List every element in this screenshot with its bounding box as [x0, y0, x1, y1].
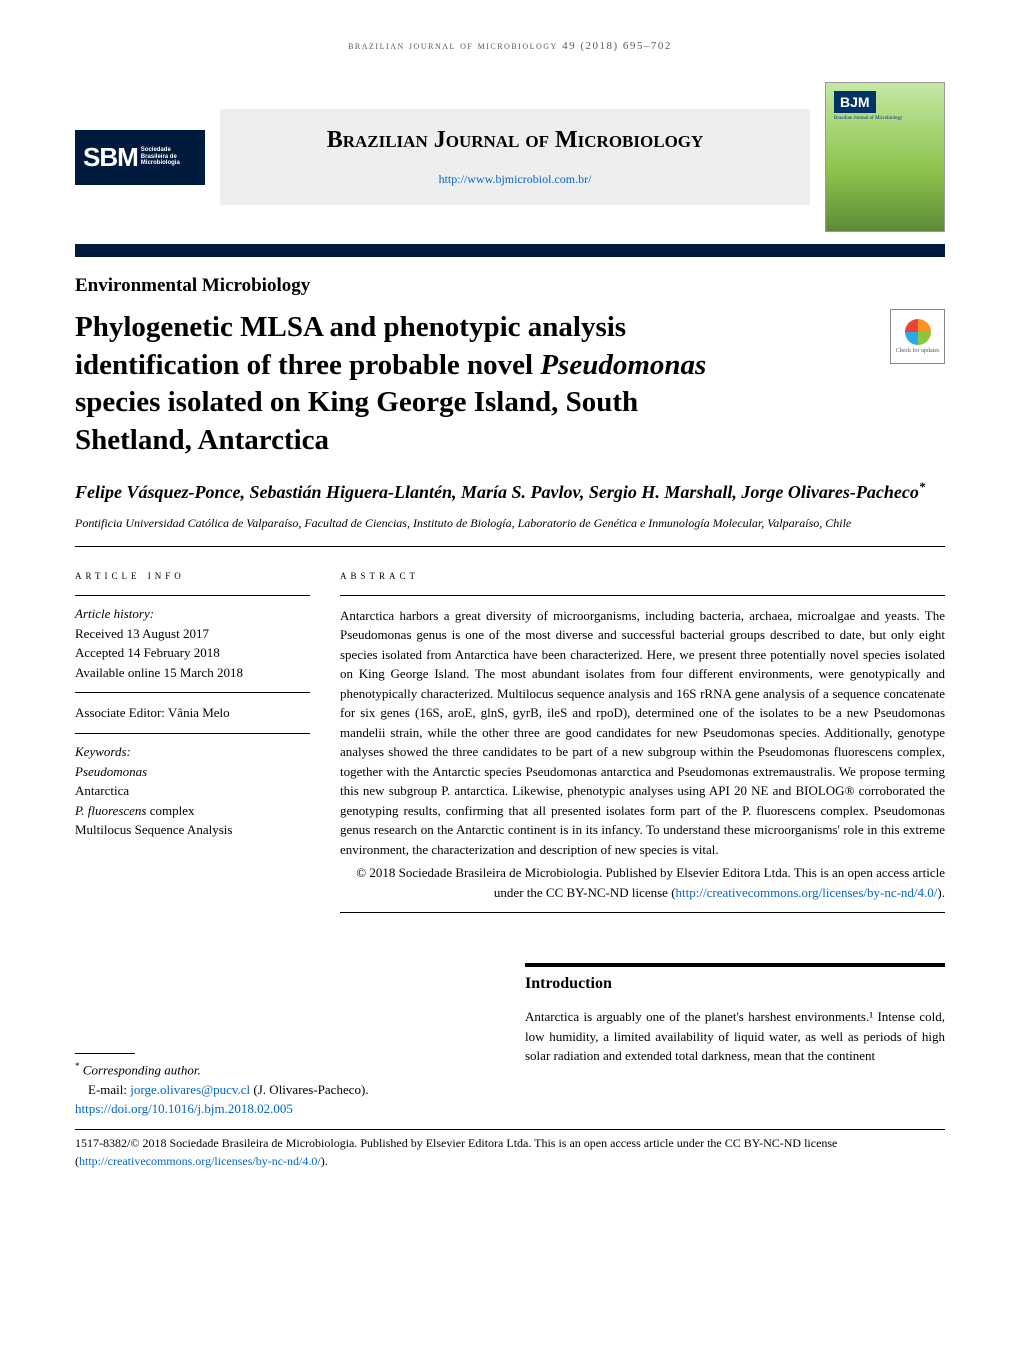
abstract-column: abstract Antarctica harbors a great dive…: [340, 567, 945, 924]
journal-url-link[interactable]: http://www.bjmicrobiol.com.br/: [230, 172, 800, 187]
authors: Felipe Vásquez-Ponce, Sebastián Higuera-…: [75, 480, 945, 503]
journal-cover-thumbnail: BJM Brazilian Journal of Microbiology: [825, 82, 945, 232]
intro-section: * Corresponding author. E-mail: jorge.ol…: [75, 963, 945, 1119]
keyword: Multilocus Sequence Analysis: [75, 820, 310, 840]
article-info-heading: article info: [75, 567, 310, 583]
cc-license-link[interactable]: http://creativecommons.org/licenses/by-n…: [676, 885, 938, 900]
online-date: Available online 15 March 2018: [75, 663, 310, 683]
footer-copyright: 1517-8382/© 2018 Sociedade Brasileira de…: [75, 1134, 945, 1170]
divider: [340, 912, 945, 913]
history-label: Article history:: [75, 606, 310, 622]
divider: [75, 692, 310, 693]
footer-divider: [75, 1129, 945, 1130]
accepted-date: Accepted 14 February 2018: [75, 643, 310, 663]
keyword: P. fluorescens complex: [75, 801, 310, 821]
affiliation: Pontificia Universidad Católica de Valpa…: [75, 515, 945, 532]
title-row: Phylogenetic MLSA and phenotypic analysi…: [75, 309, 945, 480]
introduction-heading: Introduction: [525, 975, 945, 993]
section-label: Environmental Microbiology: [75, 275, 945, 297]
abstract-copyright: © 2018 Sociedade Brasileira de Microbiol…: [340, 863, 945, 902]
cover-sublabel: Brazilian Journal of Microbiology: [834, 116, 902, 121]
divider: [75, 595, 310, 596]
journal-header: SBM Sociedade Brasileira de Microbiologi…: [75, 82, 945, 232]
introduction-column: Introduction Antarctica is arguably one …: [525, 963, 945, 1119]
corresponding-author-note: * Corresponding author.: [75, 1060, 495, 1080]
divider: [340, 595, 945, 596]
doi-link[interactable]: https://doi.org/10.1016/j.bjm.2018.02.00…: [75, 1101, 293, 1116]
email-line: E-mail: jorge.olivares@pucv.cl (J. Oliva…: [75, 1080, 495, 1100]
crossmark-icon: [905, 319, 931, 345]
footer-cc-link[interactable]: http://creativecommons.org/licenses/by-n…: [79, 1154, 321, 1168]
separator-bar: [75, 244, 945, 257]
footnote-column: * Corresponding author. E-mail: jorge.ol…: [75, 963, 495, 1119]
running-header: brazilian journal of microbiology 49 (20…: [75, 40, 945, 52]
article-info-column: article info Article history: Received 1…: [75, 567, 310, 924]
sbm-logo-text: SBM: [83, 142, 138, 173]
introduction-text: Antarctica is arguably one of the planet…: [525, 1007, 945, 1066]
author-email-link[interactable]: jorge.olivares@pucv.cl: [130, 1082, 250, 1097]
keywords-label: Keywords:: [75, 744, 310, 760]
section-heading-bar: [525, 963, 945, 967]
received-date: Received 13 August 2017: [75, 624, 310, 644]
sbm-logo-subtext: Sociedade Brasileira de Microbiologia: [141, 147, 180, 167]
info-abstract-row: article info Article history: Received 1…: [75, 567, 945, 924]
abstract-heading: abstract: [340, 567, 945, 583]
associate-editor: Associate Editor: Vânia Melo: [75, 703, 310, 723]
journal-title: Brazilian Journal of Microbiology: [230, 127, 800, 154]
footnote-rule: [75, 1053, 135, 1054]
check-updates-label: Check for updates: [896, 348, 940, 354]
keyword: Antarctica: [75, 781, 310, 801]
divider: [75, 546, 945, 547]
keyword: Pseudomonas: [75, 762, 310, 782]
check-for-updates-badge[interactable]: Check for updates: [890, 309, 945, 364]
sbm-logo: SBM Sociedade Brasileira de Microbiologi…: [75, 130, 205, 185]
journal-title-box: Brazilian Journal of Microbiology http:/…: [220, 109, 810, 205]
divider: [75, 733, 310, 734]
cover-label: BJM: [834, 91, 876, 113]
abstract-text: Antarctica harbors a great diversity of …: [340, 606, 945, 860]
article-title: Phylogenetic MLSA and phenotypic analysi…: [75, 309, 890, 460]
